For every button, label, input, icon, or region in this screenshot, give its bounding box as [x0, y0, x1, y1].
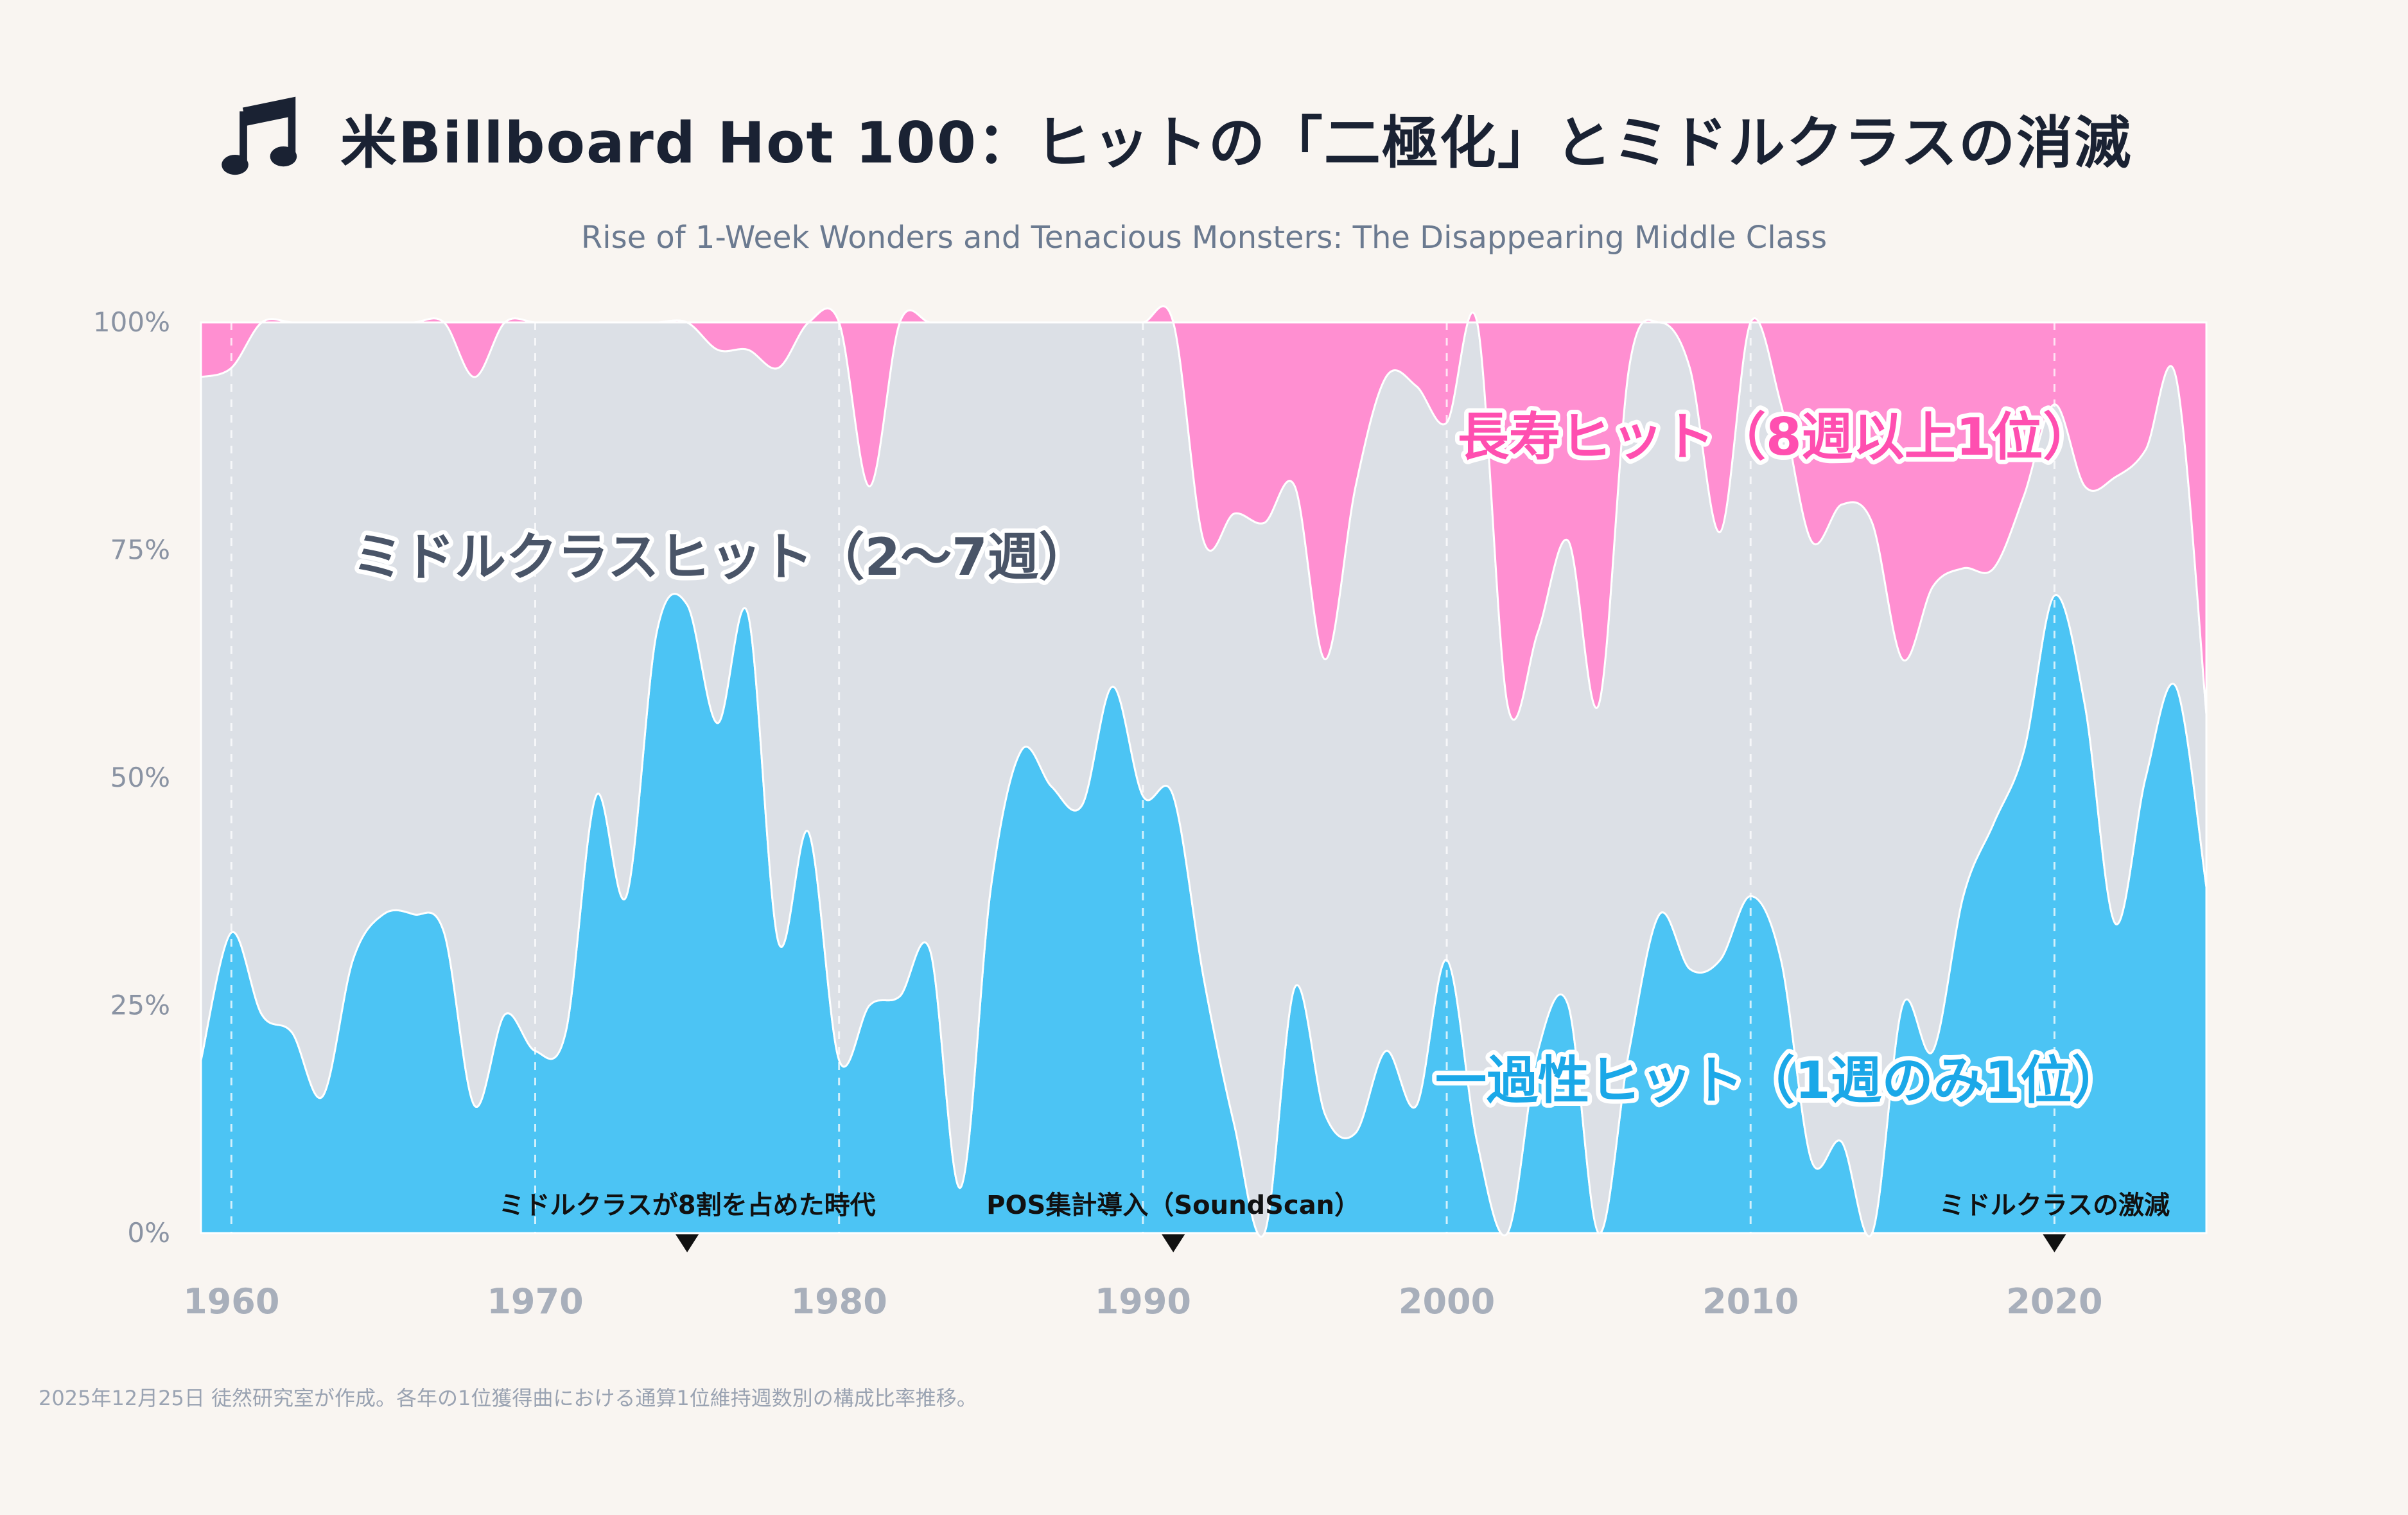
annotation-marker-icon — [2043, 1234, 2066, 1252]
label-long-run: 長寿ヒット（8週以上1位） — [1458, 407, 2094, 467]
label-middle-class: ミドルクラスヒット（2〜7週） — [352, 527, 1090, 587]
y-tick-label: 25% — [110, 990, 170, 1021]
y-tick-label: 50% — [110, 762, 170, 793]
music-note-icon — [222, 96, 297, 175]
page-title: 米Billboard Hot 100：ヒットの「二極化」とミドルクラスの消滅 — [340, 109, 2133, 176]
annotation-label: POS集計導入（SoundScan） — [986, 1191, 1360, 1220]
footer-note: 2025年12月25日 徒然研究室が作成。各年の1位獲得曲における通算1位維持週… — [39, 1386, 977, 1410]
annotation-marker-icon — [1162, 1234, 1185, 1252]
y-tick-label: 0% — [127, 1217, 170, 1248]
title-row: 米Billboard Hot 100：ヒットの「二極化」とミドルクラスの消滅 — [218, 96, 2132, 180]
x-tick-label: 2000 — [1399, 1281, 1495, 1322]
x-tick-label: 1960 — [183, 1281, 279, 1322]
label-one-week: 一過性ヒット（1週のみ1位） — [1435, 1051, 2123, 1110]
page-subtitle: Rise of 1-Week Wonders and Tenacious Mon… — [580, 220, 1828, 256]
annotation-marker-icon — [676, 1234, 699, 1252]
area-series-long-run — [200, 305, 2208, 721]
x-tick-label: 2020 — [2006, 1281, 2102, 1322]
y-tick-label: 75% — [110, 534, 170, 566]
y-tick-label: 100% — [93, 306, 170, 338]
x-tick-label: 1990 — [1095, 1281, 1191, 1322]
x-tick-label: 2010 — [1702, 1281, 1799, 1322]
x-tick-label: 1970 — [487, 1281, 583, 1322]
annotation-label: ミドルクラスの激減 — [1939, 1191, 2170, 1220]
x-tick-label: 1980 — [791, 1281, 887, 1322]
annotation-label: ミドルクラスが8割を占めた時代 — [499, 1191, 876, 1220]
